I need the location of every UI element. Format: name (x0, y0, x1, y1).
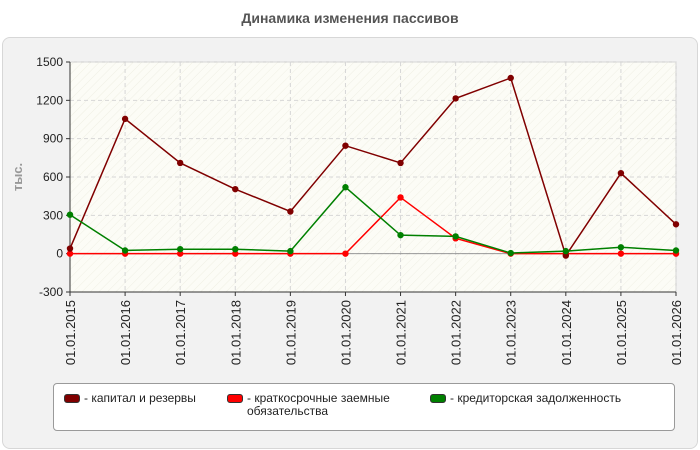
x-tick-label: 01.01.2023 (504, 300, 519, 365)
x-tick-label: 01.01.2015 (63, 300, 78, 365)
series-line-1 (70, 196, 676, 255)
x-tick-label: 01.01.2018 (228, 300, 243, 365)
data-point-0-5 (342, 142, 349, 149)
data-point-2-11 (672, 247, 680, 254)
data-point-0-0 (66, 245, 74, 252)
data-point-0-3 (232, 185, 239, 193)
data-point-0-8 (507, 74, 514, 82)
x-tick-labels: 01.01.2015 01.01.2016 01.01.2017 01.01.2018… (63, 300, 684, 365)
data-point-0-1 (121, 115, 129, 123)
legend: - капитал и резервы - краткосрочные заем… (53, 383, 675, 431)
x-tick-label: 01.01.2020 (338, 300, 353, 365)
data-point-2-8 (507, 249, 514, 257)
legend-label-short-term-loans: - краткосрочные заемные обязательства (247, 391, 390, 418)
data-point-2-4 (287, 247, 294, 255)
y-tick-labels: -300 0 300 600 900 1200 1500 (36, 55, 63, 299)
data-point-1-0 (66, 250, 74, 257)
legend-label-accounts-payable: - кредиторская задолженность (450, 391, 622, 405)
legend-label-capital: - капитал и резервы (84, 391, 196, 405)
data-point-1-5 (342, 250, 349, 257)
x-tick-label: 01.01.2017 (173, 300, 188, 365)
data-point-1-3 (232, 250, 239, 257)
y-tick-label: 1500 (36, 55, 63, 69)
x-tick-label: 01.01.2019 (283, 300, 298, 365)
x-tick-label: 01.01.2025 (614, 300, 629, 365)
data-point-2-3 (232, 245, 239, 253)
data-point-2-10 (617, 244, 625, 251)
data-point-2-6 (397, 231, 404, 239)
data-point-1-10 (617, 250, 625, 257)
data-point-0-9 (562, 252, 570, 259)
series-line-0 (69, 76, 677, 258)
data-point-0-11 (672, 221, 680, 228)
y-tick-label: 300 (43, 208, 63, 222)
x-tick-label: 01.01.2021 (394, 300, 409, 365)
data-point-1-2 (176, 250, 184, 257)
x-tick-label: 01.01.2024 (559, 300, 574, 365)
x-tick-label: 01.01.2016 (118, 300, 133, 365)
x-tick-label: 01.01.2026 (669, 300, 684, 365)
y-tick-label: 900 (43, 132, 63, 146)
data-point-2-9 (562, 247, 570, 255)
y-tick-label: 1200 (36, 93, 63, 107)
y-tick-label: 600 (43, 170, 63, 184)
data-point-2-5 (342, 184, 349, 191)
x-tick-label: 01.01.2022 (449, 300, 464, 365)
data-point-2-7 (452, 233, 459, 240)
legend-swatch-short-term-loans (227, 394, 243, 403)
series-lines (66, 74, 680, 259)
data-point-0-2 (176, 159, 184, 167)
y-axis-label: тыс. (10, 163, 25, 191)
data-point-2-2 (176, 245, 184, 253)
data-point-2-0 (66, 211, 74, 218)
legend-swatch-accounts-payable (430, 394, 446, 403)
data-point-1-6 (397, 194, 404, 201)
chart-title: Динамика изменения пассивов (241, 10, 459, 26)
data-point-0-7 (452, 95, 459, 102)
series-line-2 (69, 186, 677, 254)
legend-swatch-capital (64, 394, 80, 403)
y-tick-label: 0 (56, 247, 63, 261)
data-point-2-1 (121, 247, 129, 254)
data-point-0-6 (397, 159, 404, 167)
data-point-0-10 (617, 169, 625, 177)
y-tick-label: -300 (39, 285, 63, 299)
data-point-0-4 (287, 208, 294, 215)
